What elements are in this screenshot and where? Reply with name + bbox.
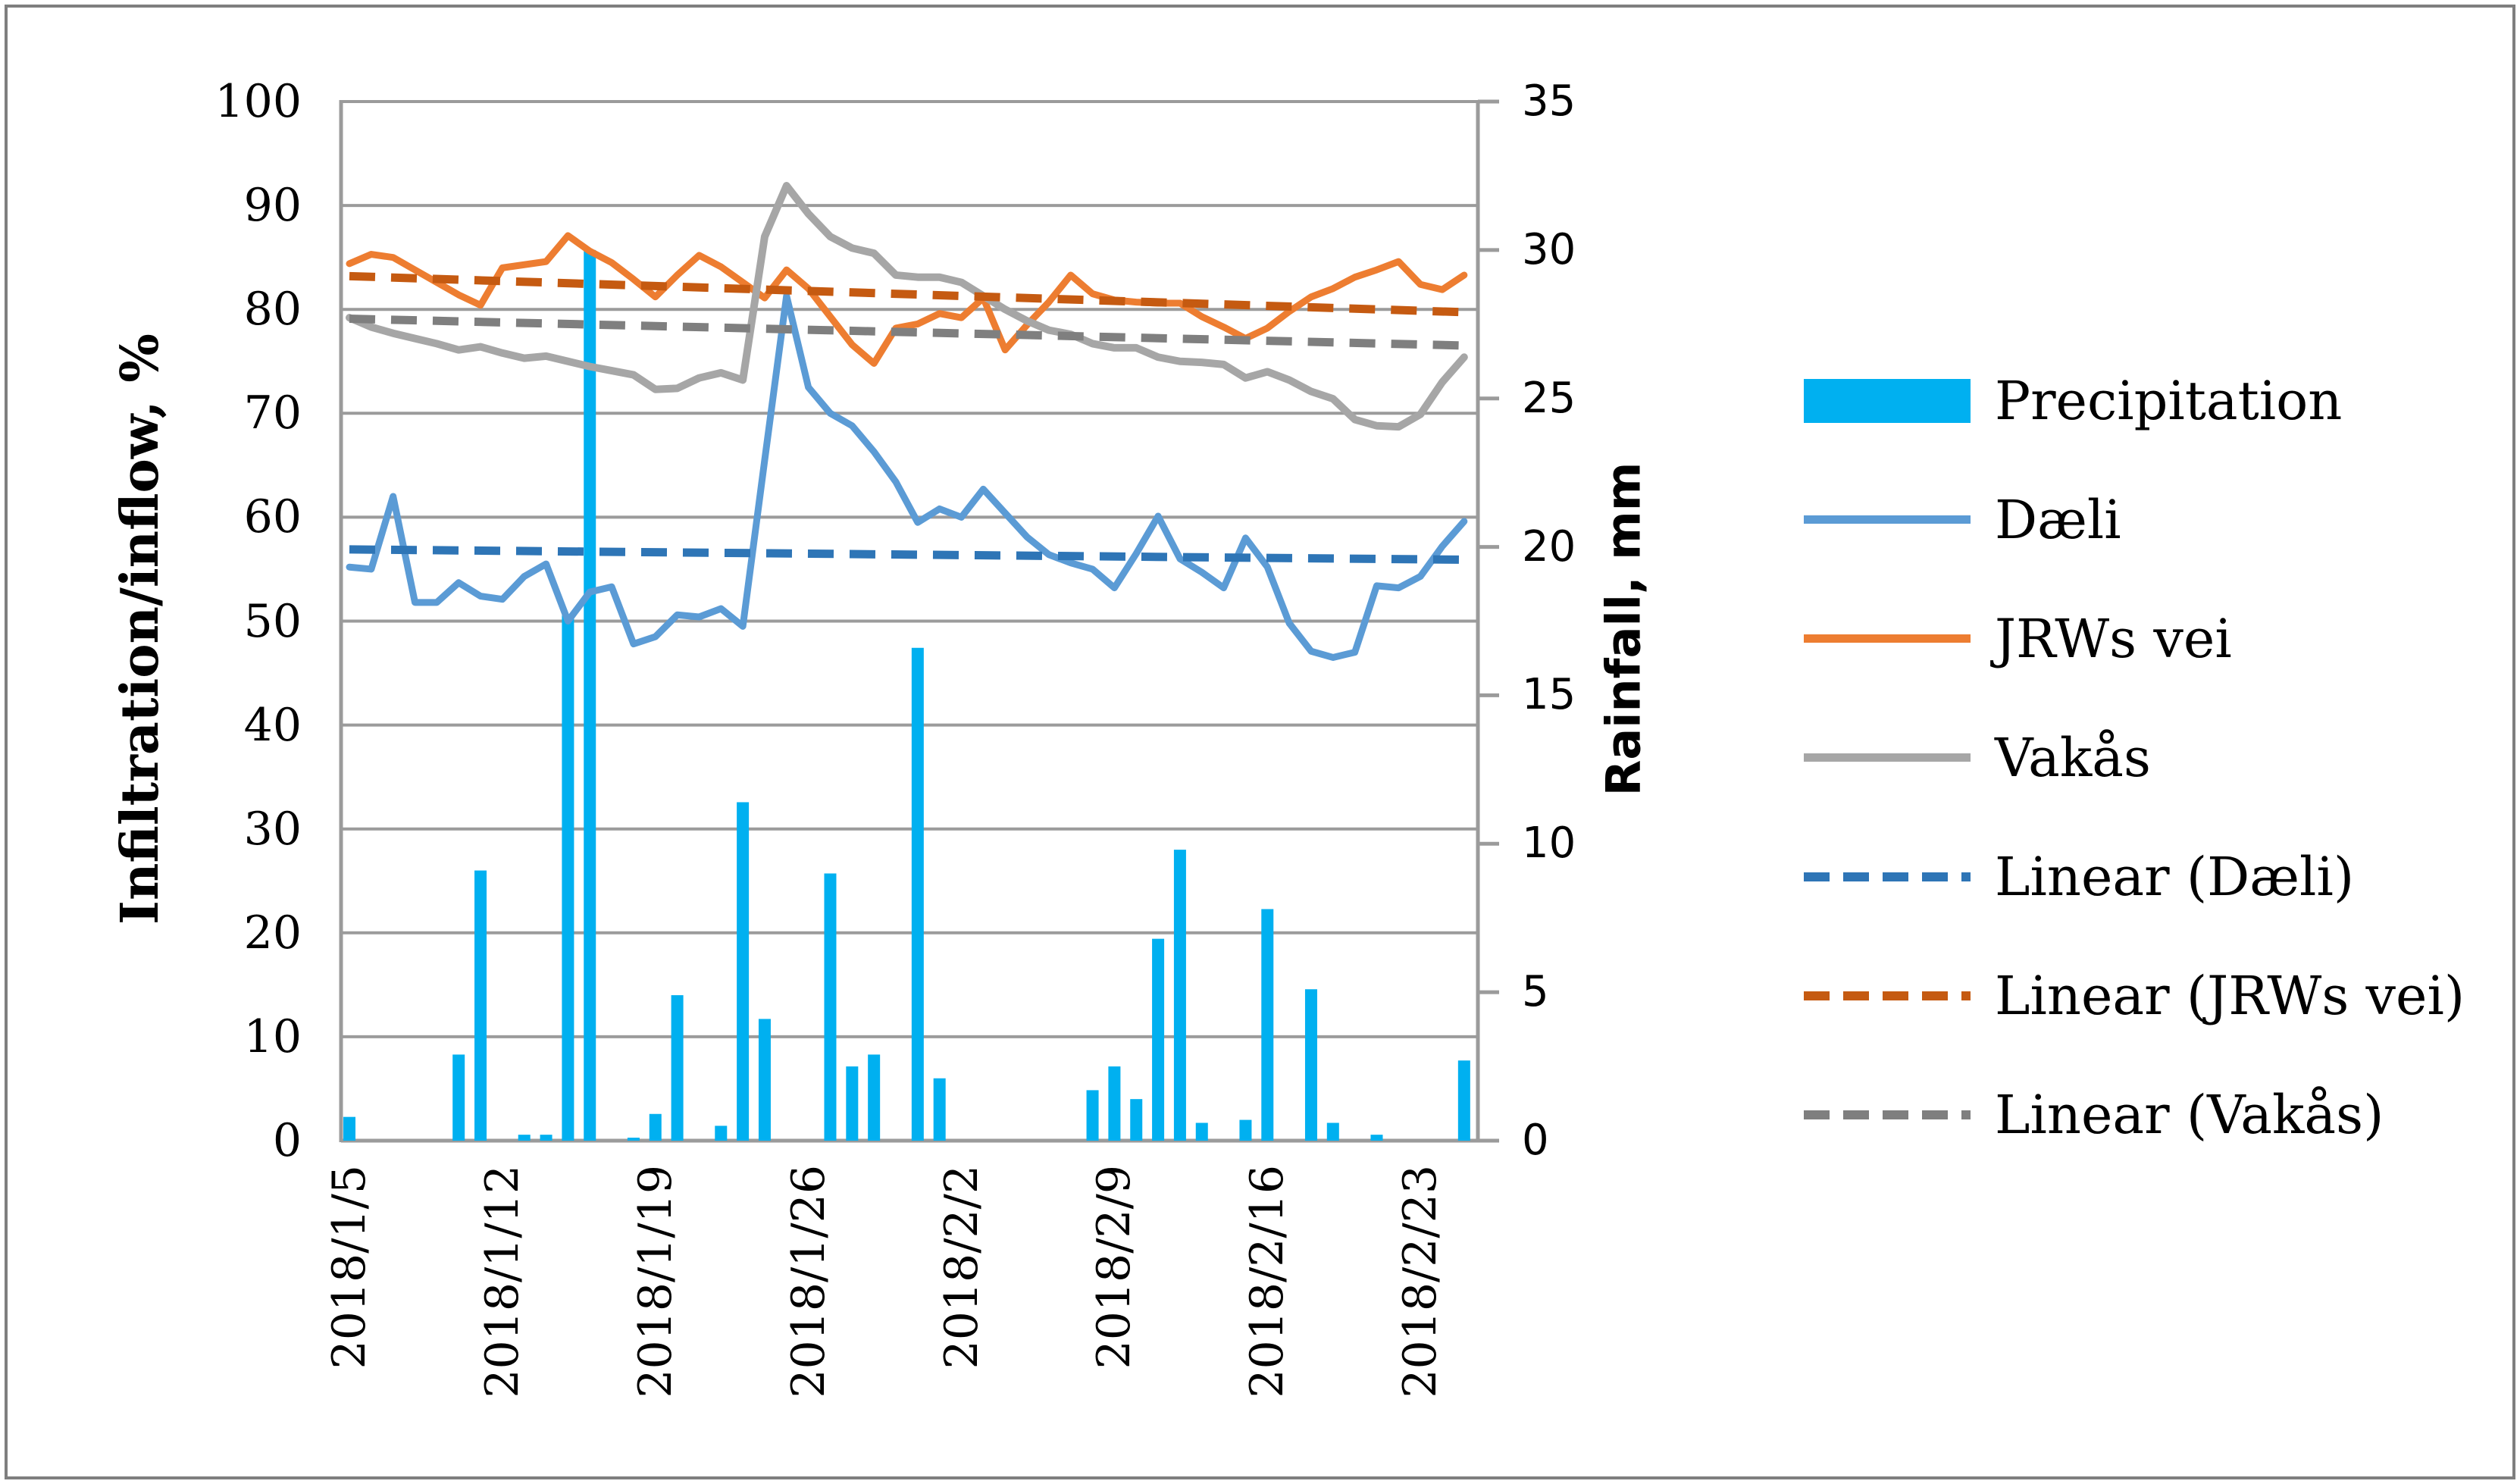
precipitation-bar xyxy=(1370,1135,1383,1141)
legend-label: JRWs vei xyxy=(1995,607,2232,670)
trend-line-linearvaks xyxy=(349,315,1474,350)
legend-label: Dæli xyxy=(1995,488,2121,551)
right-axis-title: Rainfall, mm xyxy=(1595,462,1651,797)
x-axis-tick-label: 2018/1/5 xyxy=(323,1165,376,1370)
x-axis-tick-label: 2018/1/19 xyxy=(628,1165,682,1398)
legend-item-daeli: Dæli xyxy=(1804,460,2465,579)
precipitation-bar xyxy=(1261,909,1274,1141)
precipitation-swatch-icon xyxy=(1804,378,1971,423)
precipitation-bar xyxy=(1086,1090,1099,1141)
linear-jrws-vei-dash-swatch-icon xyxy=(1804,991,1971,1000)
legend-item-vakas: Vakås xyxy=(1804,698,2465,817)
precipitation-bar xyxy=(649,1113,662,1141)
precipitation-bar xyxy=(868,1054,881,1141)
x-axis-tick-label: 2018/1/26 xyxy=(781,1165,835,1398)
precipitation-bar xyxy=(715,1126,728,1141)
left-axis-tick-label: 20 xyxy=(243,906,302,960)
left-axis-tick-label: 60 xyxy=(243,490,302,544)
right-axis-tick-label: 0 xyxy=(1522,1116,1549,1165)
legend-item-linear-daeli: Linear (Dæli) xyxy=(1804,817,2465,936)
precipitation-bar xyxy=(474,870,487,1141)
right-axis-tick-label: 20 xyxy=(1522,521,1576,571)
precipitation-bar xyxy=(1239,1119,1252,1141)
x-axis-tick-label: 2018/2/9 xyxy=(1088,1165,1141,1370)
legend-label: Vakås xyxy=(1995,726,2151,789)
right-axis-tick-label: 5 xyxy=(1522,967,1549,1017)
precipitation-bar xyxy=(758,1019,771,1141)
precipitation-bar xyxy=(452,1054,465,1141)
legend-label: Linear (Vakås) xyxy=(1995,1083,2384,1146)
trend-line-lineardli xyxy=(349,545,1474,565)
legend-item-linear-jrws-vei: Linear (JRWs vei) xyxy=(1804,936,2465,1055)
legend-label: Precipitation xyxy=(1995,369,2343,432)
precipitation-bar xyxy=(1108,1066,1121,1141)
legend-item-linear-vakas: Linear (Vakås) xyxy=(1804,1055,2465,1174)
precipitation-bar xyxy=(584,249,596,1141)
legend-label: Linear (Dæli) xyxy=(1995,845,2355,908)
precipitation-bar xyxy=(1130,1099,1143,1141)
precipitation-bar xyxy=(1173,850,1186,1141)
left-axis-tick-label: 80 xyxy=(243,283,302,337)
legend-item-jrws-vei: JRWs vei xyxy=(1804,579,2465,698)
precipitation-bar xyxy=(1457,1060,1470,1141)
precipitation-bar xyxy=(911,647,924,1141)
precipitation-bar xyxy=(846,1066,859,1141)
precipitation-bar xyxy=(343,1116,355,1141)
x-axis-tick-label: 2018/2/16 xyxy=(1241,1165,1294,1398)
precipitation-bar xyxy=(737,802,750,1141)
legend-item-precipitation: Precipitation xyxy=(1804,341,2465,460)
precipitation-bar xyxy=(824,873,837,1141)
precipitation-bar xyxy=(1152,938,1165,1141)
left-axis-tick-label: 40 xyxy=(243,698,302,752)
left-axis-tick-label: 90 xyxy=(243,179,302,233)
precipitation-bar xyxy=(671,995,684,1141)
left-axis-tick-label: 10 xyxy=(243,1010,302,1063)
left-axis-tick-label: 30 xyxy=(243,802,302,856)
precipitation-bar xyxy=(518,1135,531,1141)
left-axis-tick-label: 0 xyxy=(272,1114,302,1167)
x-axis-tick-label: 2018/1/12 xyxy=(475,1165,529,1398)
x-axis-tick-label: 2018/2/2 xyxy=(934,1165,988,1370)
trend-line-linearjrwsvei xyxy=(349,271,1474,317)
series-line-jrwsvei xyxy=(346,232,1468,367)
right-axis-tick-label: 30 xyxy=(1522,224,1576,274)
precipitation-bar xyxy=(933,1078,946,1141)
precipitation-bar xyxy=(540,1135,553,1141)
right-axis-tick-label: 15 xyxy=(1522,670,1576,720)
left-axis-tick-label: 70 xyxy=(243,387,302,440)
jrws-vei-line-swatch-icon xyxy=(1804,634,1971,643)
left-axis-title: Infiltration/inflow, % xyxy=(110,333,171,925)
precipitation-bar xyxy=(1304,989,1317,1141)
figure-border xyxy=(5,5,2515,1479)
left-axis-tick-label: 100 xyxy=(214,75,302,128)
daeli-line-swatch-icon xyxy=(1804,515,1971,524)
left-axis-tick-label: 50 xyxy=(243,594,302,648)
vakas-line-swatch-icon xyxy=(1804,753,1971,762)
linear-daeli-dash-swatch-icon xyxy=(1804,872,1971,881)
right-axis-tick-label: 25 xyxy=(1522,373,1576,423)
chart-legend: Precipitation Dæli JRWs vei Vakås Linear… xyxy=(1804,341,2465,1174)
right-axis-tick-label: 35 xyxy=(1522,77,1576,126)
legend-label: Linear (JRWs vei) xyxy=(1995,964,2465,1027)
right-axis-tick-label: 10 xyxy=(1522,819,1576,869)
x-axis-tick-label: 2018/2/23 xyxy=(1394,1165,1448,1398)
precipitation-bar xyxy=(1326,1122,1339,1141)
precipitation-bar xyxy=(562,615,574,1141)
precipitation-bar xyxy=(627,1138,640,1141)
precipitation-bar xyxy=(1195,1122,1208,1141)
series-line-vaks xyxy=(346,182,1468,431)
linear-vakas-dash-swatch-icon xyxy=(1804,1110,1971,1119)
series-line-dli xyxy=(346,292,1468,661)
